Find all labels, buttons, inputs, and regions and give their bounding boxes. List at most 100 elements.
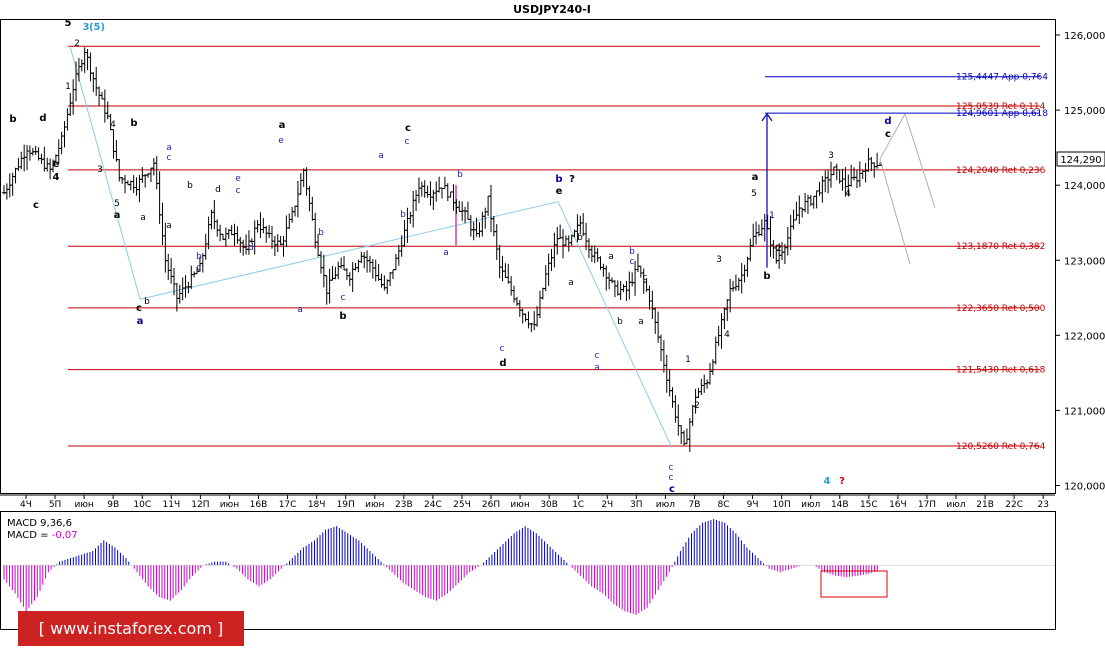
- macd-value: -0,07: [52, 530, 78, 541]
- time-tick-label: июн: [74, 500, 93, 510]
- wave-label: b: [196, 252, 202, 262]
- wave-label: a: [568, 278, 574, 288]
- wave-label: c: [500, 344, 505, 354]
- time-axis: 4Ч 5П июн 9В 10С 11Ч 12П июн 16В 17С 18Ч 19П июн 23В 2…: [20, 495, 1049, 510]
- wave-label: d: [499, 358, 506, 369]
- time-tick-label: 7В: [689, 500, 701, 510]
- forecast-path: [879, 113, 906, 160]
- time-tick-label: июл: [656, 500, 675, 510]
- time-tick-label: 22С: [1005, 500, 1023, 510]
- time-tick-label: 25Ч: [453, 500, 471, 510]
- wave-label: b: [400, 210, 406, 220]
- wave-label: a: [594, 363, 600, 373]
- macd-highlight-box: [820, 570, 888, 598]
- current-price-badge: 124,290: [1056, 151, 1105, 167]
- wave-label: 1: [65, 82, 71, 92]
- time-tick-label: 9Ч: [747, 500, 759, 510]
- wave-label: a: [166, 143, 172, 153]
- projection-arrowhead: [761, 112, 773, 122]
- wave-label: c: [669, 484, 675, 495]
- time-tick-label: июл: [946, 500, 965, 510]
- wave-label: b: [130, 118, 137, 129]
- wave-label: d: [39, 113, 46, 124]
- macd-value-label: MACD = -0,07: [7, 530, 78, 541]
- time-tick-label: 9В: [107, 500, 119, 510]
- wave-label: c: [643, 273, 648, 283]
- wave-label: e: [53, 159, 60, 170]
- wave-label: ?: [839, 476, 845, 487]
- wave-label: (5): [89, 22, 105, 33]
- wave-label: a: [752, 172, 759, 183]
- price-bars: [2, 47, 882, 453]
- watermark-banner: [ www.instaforex.com ]: [18, 611, 244, 646]
- price-tick-label: 122,000: [1064, 331, 1105, 342]
- level-label: 121,5430 Ret 0,618: [956, 366, 1046, 376]
- wave-label: a: [279, 120, 286, 131]
- price-tick-label: 120,000: [1064, 481, 1105, 492]
- wave-label: 3: [97, 165, 103, 175]
- wave-label: c: [33, 200, 39, 211]
- wave-label: b: [318, 228, 324, 238]
- wave-label: e: [556, 186, 563, 197]
- time-tick-label: 15С: [860, 500, 878, 510]
- price-tick-label: 124,000: [1064, 181, 1105, 192]
- wave-label: b: [144, 297, 150, 307]
- wave-label: b: [457, 170, 463, 180]
- wave-label: 4: [824, 476, 831, 487]
- fibonacci-levels: 125,0539 Ret 0,114 124,2040 Ret 0,236 123,…: [68, 45, 1048, 452]
- price-tick-label: 126,000: [1064, 31, 1105, 42]
- wave-label: 3: [716, 255, 722, 265]
- wave-label: b: [763, 271, 770, 282]
- time-tick-label: 18Ч: [308, 500, 326, 510]
- time-tick-label: 14В: [831, 500, 849, 510]
- wave-trend-line: [69, 46, 141, 300]
- wave-label: c: [167, 153, 172, 163]
- level-label: 125,0539 Ret 0,114: [956, 102, 1046, 112]
- wave-label: a: [443, 248, 449, 258]
- watermark-text: [ www.instaforex.com ]: [39, 619, 223, 638]
- level-label: 124,2040 Ret 0,236: [956, 166, 1046, 176]
- wave-label: a: [137, 316, 144, 327]
- time-tick-label: 16Ч: [889, 500, 907, 510]
- wave-label: 3: [83, 22, 90, 33]
- wave-label: c: [136, 303, 142, 314]
- price-bar: [878, 162, 882, 167]
- level-label: 120,5260 Ret 0,764: [956, 442, 1046, 452]
- price-tick-label: 121,000: [1064, 406, 1105, 417]
- wave-label: 5: [114, 199, 120, 209]
- wave-label: c: [405, 137, 410, 147]
- wave-label: d: [215, 185, 221, 195]
- wave-label: b: [9, 114, 16, 125]
- wave-label: e: [235, 174, 241, 184]
- time-tick-label: 17П: [918, 500, 936, 510]
- wave-label: 1: [685, 355, 691, 365]
- wave-label: c: [630, 257, 635, 267]
- macd-histogram: [2, 519, 1055, 615]
- level-label: 125,4447 App 0,764: [956, 73, 1048, 83]
- forecast-path: [904, 113, 936, 208]
- wave-label: 4: [724, 330, 730, 340]
- wave-label: 5: [65, 18, 72, 29]
- price-axis: 126,000 125,000 124,000 123,000 122,000 121,0…: [1055, 31, 1105, 492]
- macd-value-prefix: MACD =: [7, 530, 52, 541]
- wave-label: e: [278, 136, 284, 146]
- wave-label: 4: [845, 189, 851, 199]
- wave-label: 2: [694, 401, 700, 411]
- macd-label: MACD 9,36,6: [7, 518, 72, 529]
- wave-label: c: [885, 129, 891, 140]
- time-tick-label: июн: [365, 500, 384, 510]
- wave-label: b: [617, 317, 623, 327]
- wave-trend-line: [139, 201, 559, 300]
- wave-label: a: [638, 317, 644, 327]
- time-tick-label: 16В: [250, 500, 268, 510]
- time-tick-label: 8С: [718, 500, 730, 510]
- time-tick-label: 10П: [773, 500, 791, 510]
- wave-label: 3: [828, 151, 834, 161]
- wave-label: a: [608, 252, 614, 262]
- wave-label: c: [405, 123, 411, 134]
- wave-label: 2: [74, 39, 80, 49]
- price-pane-frame: [0, 19, 1056, 494]
- time-tick-label: 26П: [482, 500, 500, 510]
- wave-label: c: [595, 351, 600, 361]
